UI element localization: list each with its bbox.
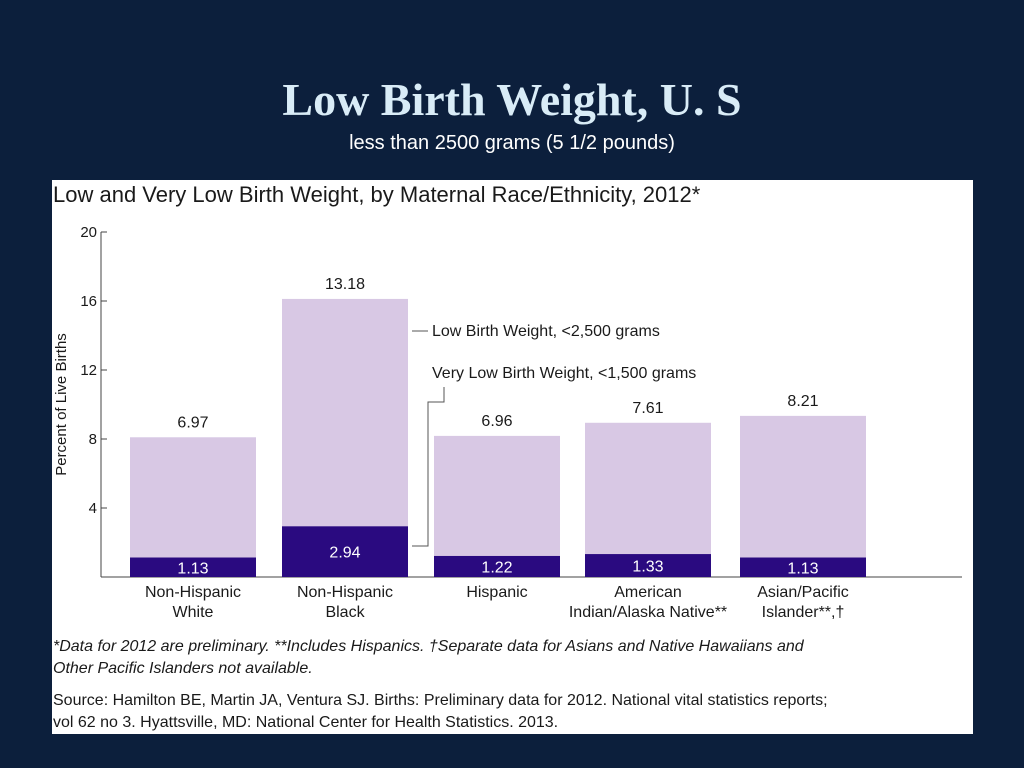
chart-source: vol 62 no 3. Hyattsville, MD: National C… [53, 714, 558, 731]
legend-very-low-birth-weight: Very Low Birth Weight, <1,500 grams [432, 365, 696, 382]
bar-very-low-birth-weight [434, 555, 560, 577]
x-category-label: Islander**,† [762, 604, 845, 621]
bar-very-low-birth-weight [585, 554, 711, 577]
x-category-label: Black [325, 604, 365, 621]
chart-panel: Low and Very Low Birth Weight, by Matern… [52, 180, 973, 734]
birth-weight-chart: Low and Very Low Birth Weight, by Matern… [53, 182, 962, 731]
legend-low-birth-weight: Low Birth Weight, <2,500 grams [432, 323, 660, 340]
data-label-low-birth-weight: 8.21 [787, 393, 818, 410]
data-label-very-low-birth-weight: 1.33 [632, 559, 663, 576]
data-label-low-birth-weight: 6.97 [177, 414, 208, 431]
y-tick-label: 20 [80, 224, 97, 241]
data-label-low-birth-weight: 13.18 [325, 276, 365, 293]
data-label-low-birth-weight: 6.96 [481, 413, 512, 430]
chart-footnote: *Data for 2012 are preliminary. **Includ… [53, 638, 805, 655]
bar-very-low-birth-weight [130, 557, 256, 577]
chart-title: Low and Very Low Birth Weight, by Matern… [53, 182, 701, 207]
slide-title: Low Birth Weight, U. S [282, 74, 742, 125]
bar-low-birth-weight [740, 415, 866, 558]
x-category-label: Asian/Pacific [757, 584, 849, 601]
data-label-very-low-birth-weight: 2.94 [329, 545, 360, 562]
x-category-label: American [614, 584, 682, 601]
x-category-label: Non-Hispanic [145, 584, 241, 601]
bar-low-birth-weight [434, 435, 560, 556]
y-tick-label: 12 [80, 362, 97, 379]
y-tick-label: 4 [89, 500, 97, 517]
slide-subtitle: less than 2500 grams (5 1/2 pounds) [349, 132, 675, 154]
data-label-very-low-birth-weight: 1.13 [787, 560, 818, 577]
bar-very-low-birth-weight [282, 526, 408, 577]
data-label-very-low-birth-weight: 1.13 [177, 560, 208, 577]
bar-low-birth-weight [585, 422, 711, 555]
y-tick-label: 16 [80, 293, 97, 310]
bar-low-birth-weight [282, 298, 408, 527]
bar-very-low-birth-weight [740, 557, 866, 577]
y-tick-label: 8 [89, 431, 97, 448]
x-category-label: White [173, 604, 214, 621]
data-label-very-low-birth-weight: 1.22 [481, 559, 512, 576]
y-axis-label: Percent of Live Births [53, 333, 70, 476]
x-category-label: Hispanic [466, 584, 527, 601]
x-category-label: Non-Hispanic [297, 584, 393, 601]
legend-pointer-very-low [412, 387, 445, 547]
chart-source: Source: Hamilton BE, Martin JA, Ventura … [53, 692, 828, 709]
data-label-low-birth-weight: 7.61 [632, 400, 663, 417]
bar-low-birth-weight [130, 437, 256, 558]
chart-footnote: Other Pacific Islanders not available. [53, 660, 313, 677]
x-category-label: Indian/Alaska Native** [569, 604, 727, 621]
